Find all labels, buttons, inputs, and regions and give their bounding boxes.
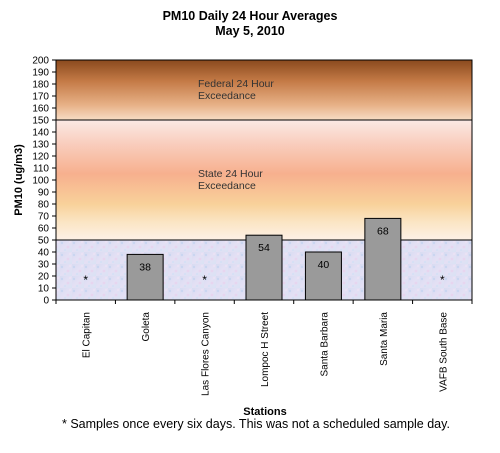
y-tick-label: 140 (32, 128, 49, 139)
y-tick-label: 180 (32, 80, 49, 91)
x-axis-label: Stations (243, 406, 286, 418)
no-sample-marker: * (202, 273, 207, 287)
data-label: 38 (139, 261, 151, 273)
y-tick-label: 80 (38, 200, 50, 211)
x-tick-label: El Capitan (82, 312, 93, 358)
y-tick-label: 70 (38, 212, 50, 223)
bar-1 (126, 253, 164, 301)
y-axis: 0102030405060708090100110120130140150160… (32, 56, 56, 307)
x-tick-label: Goleta (141, 312, 152, 342)
bar-3 (245, 234, 283, 301)
x-tick-label: VAFB South Base (438, 312, 449, 392)
chart-subtitle: May 5, 2010 (215, 24, 285, 38)
y-tick-label: 30 (38, 260, 50, 271)
x-tick-label: Las Flores Canyon (201, 312, 212, 396)
bar-5 (364, 217, 402, 301)
y-tick-label: 110 (33, 164, 49, 175)
data-label: 40 (318, 259, 330, 271)
no-sample-marker: * (440, 273, 445, 287)
y-tick-label: 170 (32, 92, 49, 103)
data-label: 54 (258, 242, 270, 254)
y-tick-label: 120 (32, 152, 49, 163)
chart-title: PM10 Daily 24 Hour Averages May 5, 2010 (0, 9, 500, 39)
y-tick-label: 10 (38, 284, 50, 295)
band-label: Exceedance (198, 180, 256, 192)
y-tick-label: 130 (32, 140, 49, 151)
band-label: State 24 Hour (198, 168, 263, 180)
band-label: Exceedance (198, 90, 256, 102)
y-tick-label: 200 (32, 56, 49, 67)
chart-title-text: PM10 Daily 24 Hour Averages (162, 9, 338, 23)
y-tick-label: 100 (32, 176, 49, 187)
y-tick-label: 90 (38, 188, 50, 199)
bars: * 38 * 54 40 68 * (83, 217, 445, 301)
y-tick-label: 60 (38, 224, 50, 235)
footnote: * Samples once every six days. This was … (62, 417, 450, 431)
no-sample-marker: * (83, 273, 88, 287)
x-axis: El Capitan Goleta Las Flores Canyon Lompoc … (55, 300, 473, 396)
band-1 (56, 120, 472, 240)
y-tick-label: 160 (32, 104, 49, 115)
x-tick-label: Santa Maria (379, 312, 390, 366)
y-tick-label: 40 (38, 248, 50, 259)
y-tick-label: 50 (38, 236, 50, 247)
bar-4 (304, 251, 342, 301)
y-tick-label: 150 (32, 116, 49, 127)
y-tick-label: 190 (32, 68, 49, 79)
x-tick-label: Santa Barbara (319, 312, 330, 377)
data-label: 68 (377, 225, 389, 237)
y-tick-label: 20 (38, 272, 50, 283)
band-label: Federal 24 Hour (198, 78, 274, 90)
y-axis-label: PM10 (ug/m3) (13, 144, 25, 216)
y-tick-label: 0 (43, 296, 49, 307)
band-0 (56, 60, 472, 120)
x-tick-label: Lompoc H Street (260, 312, 271, 387)
